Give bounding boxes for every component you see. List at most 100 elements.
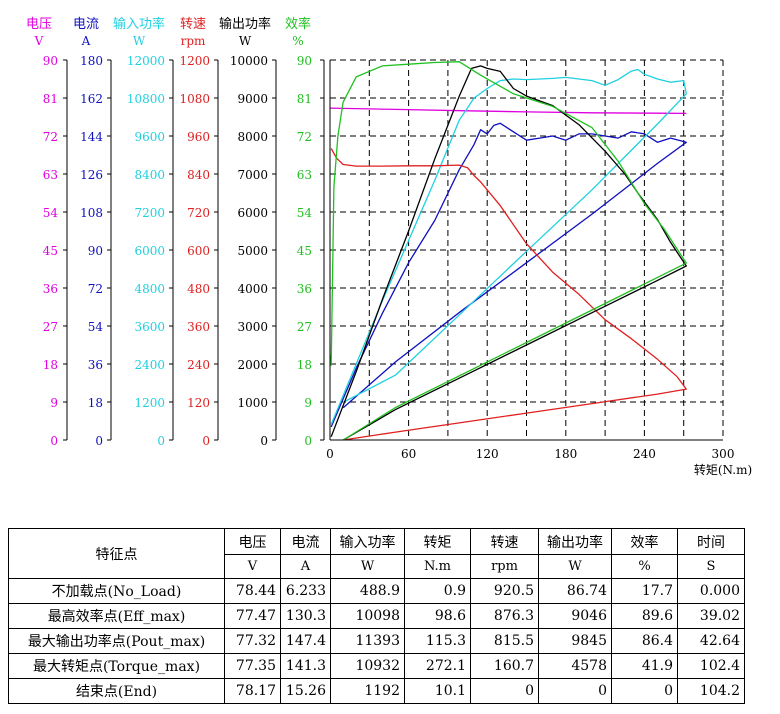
- cell-output-power: 4578: [538, 653, 612, 679]
- cell-torque: 0.9: [404, 578, 471, 604]
- y-tick-label: 36: [297, 282, 312, 296]
- y-tick-label: 18: [43, 358, 58, 372]
- y-tick-label: 90: [297, 54, 312, 68]
- y-tick-label: 960: [187, 130, 210, 144]
- y-tick-label: 1200: [179, 54, 210, 68]
- y-axis-unit: rpm: [181, 34, 206, 48]
- cell-time: 102.4: [677, 653, 745, 679]
- table-row: 最高效率点(Eff_max) 77.47 130.3 10098 98.6 87…: [8, 603, 745, 629]
- table-row: 最大输出功率点(Pout_max) 77.32 147.4 11393 115.…: [8, 628, 745, 654]
- unit-output-power: W: [538, 554, 612, 579]
- x-tick-label: 0: [326, 447, 334, 461]
- y-tick-label: 54: [43, 206, 59, 220]
- cell-voltage: 77.35: [224, 653, 281, 679]
- unit-torque: N.m: [404, 554, 471, 579]
- cell-speed: 0: [470, 678, 539, 704]
- y-tick-label: 1080: [179, 92, 210, 106]
- y-tick-label: 72: [43, 130, 58, 144]
- y-tick-label: 7200: [134, 206, 165, 220]
- y-tick-label: 36: [43, 282, 58, 296]
- cell-output-power: 9845: [538, 628, 612, 654]
- cell-voltage: 78.44: [224, 578, 281, 604]
- y-tick-label: 45: [43, 244, 58, 258]
- y-tick-label: 9000: [237, 92, 268, 106]
- performance-chart: 电压V09182736455463728190电流A01836547290108…: [26, 16, 752, 477]
- y-tick-label: 5000: [237, 244, 268, 258]
- cell-efficiency: 17.7: [611, 578, 678, 604]
- table-row: 最大转矩点(Torque_max) 77.35 141.3 10932 272.…: [8, 653, 745, 679]
- cell-efficiency: 0: [611, 678, 678, 704]
- cell-time: 0.000: [677, 578, 745, 604]
- header-feature-point: 特征点: [8, 528, 225, 579]
- cell-speed: 876.3: [470, 603, 539, 629]
- y-tick-label: 6000: [237, 206, 268, 220]
- cell-input-power: 488.9: [330, 578, 405, 604]
- y-tick-label: 126: [80, 168, 103, 182]
- x-tick-label: 300: [712, 447, 735, 461]
- y-axis-speed: 转速 rpm 0 120 240 360 480 600 720 840 960 1080 1200: [179, 17, 219, 448]
- header-current: 电流: [280, 528, 331, 555]
- y-tick-label: 0: [202, 434, 210, 448]
- header-voltage: 电压: [224, 528, 281, 555]
- cell-voltage: 78.17: [224, 678, 281, 704]
- y-tick-label: 480: [187, 282, 210, 296]
- row-label: 结束点(End): [8, 678, 225, 704]
- y-tick-label: 63: [43, 168, 58, 182]
- y-tick-label: 4800: [134, 282, 165, 296]
- y-axis-pin: 输入功率 W 0 1200 2400 3600 4800 6000 7200 8400 9600 10…: [113, 16, 174, 448]
- y-axis-unit: W: [239, 34, 252, 48]
- y-tick-label: 63: [297, 168, 312, 182]
- cell-torque: 115.3: [404, 628, 471, 654]
- y-tick-label: 9: [50, 396, 58, 410]
- y-tick-label: 7000: [237, 168, 268, 182]
- y-tick-label: 9600: [134, 130, 165, 144]
- y-tick-label: 12000: [127, 54, 165, 68]
- y-axis-name: 输出功率: [219, 16, 271, 32]
- y-axis-name: 效率: [285, 16, 311, 32]
- cell-time: 42.64: [677, 628, 745, 654]
- header-time: 时间: [677, 528, 745, 555]
- y-tick-label: 4000: [237, 282, 268, 296]
- cell-current: 15.26: [280, 678, 331, 704]
- y-tick-label: 54: [88, 320, 104, 334]
- cell-input-power: 10932: [330, 653, 405, 679]
- y-axis-name: 输入功率: [113, 16, 165, 32]
- table-row: 不加载点(No_Load) 78.44 6.233 488.9 0.9 920.…: [8, 578, 745, 604]
- cell-speed: 160.7: [470, 653, 539, 679]
- y-axis-name: 转速: [180, 17, 206, 32]
- y-tick-label: 90: [88, 244, 103, 258]
- row-label: 最大转矩点(Torque_max): [8, 653, 225, 679]
- series-line-voltage: [329, 107, 687, 115]
- x-tick-label: 240: [633, 447, 656, 461]
- y-tick-label: 18: [88, 396, 103, 410]
- row-label: 最大输出功率点(Pout_max): [8, 628, 225, 654]
- y-tick-label: 27: [43, 320, 58, 334]
- y-tick-label: 2400: [134, 358, 165, 372]
- y-axis-unit: A: [81, 34, 91, 48]
- y-tick-label: 36: [88, 358, 103, 372]
- cell-efficiency: 41.9: [611, 653, 678, 679]
- unit-efficiency: %: [611, 554, 678, 579]
- y-tick-label: 180: [80, 54, 103, 68]
- y-tick-label: 45: [297, 244, 312, 258]
- y-tick-label: 72: [88, 282, 103, 296]
- table-row: 结束点(End) 78.17 15.26 1192 10.1 0 0 0 104…: [8, 678, 745, 704]
- cell-voltage: 77.47: [224, 603, 281, 629]
- header-torque: 转矩: [404, 528, 471, 555]
- y-tick-label: 120: [187, 396, 210, 410]
- cell-torque: 272.1: [404, 653, 471, 679]
- cell-input-power: 1192: [330, 678, 405, 704]
- y-tick-label: 27: [297, 320, 312, 334]
- y-tick-label: 6000: [134, 244, 165, 258]
- series-line-pin: [330, 68, 687, 425]
- y-axis-name: 电流: [73, 17, 99, 32]
- y-tick-label: 8400: [134, 168, 165, 182]
- y-tick-label: 3600: [134, 320, 165, 334]
- series-lines: [329, 61, 687, 441]
- cell-current: 141.3: [280, 653, 331, 679]
- header-output-power: 输出功率: [538, 528, 612, 555]
- y-tick-label: 10000: [230, 54, 268, 68]
- y-tick-label: 600: [187, 244, 210, 258]
- y-tick-label: 72: [297, 130, 312, 144]
- unit-speed: rpm: [470, 554, 539, 579]
